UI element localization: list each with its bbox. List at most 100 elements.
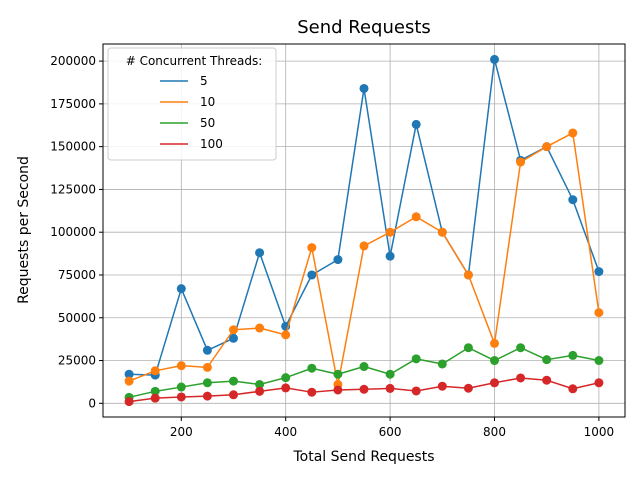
data-point	[359, 83, 369, 93]
data-point	[150, 393, 160, 403]
data-point	[229, 333, 238, 343]
data-point	[411, 212, 421, 222]
data-point	[202, 362, 212, 372]
data-point	[385, 383, 395, 393]
x-tick-label: 800	[483, 425, 506, 439]
data-point	[307, 387, 317, 397]
data-point	[255, 248, 265, 258]
y-tick-label: 25000	[58, 354, 96, 368]
data-point	[150, 366, 160, 376]
data-point	[490, 338, 499, 348]
series-50	[124, 343, 604, 402]
data-point	[307, 270, 317, 280]
data-point	[594, 356, 604, 366]
data-point	[594, 308, 604, 318]
data-point	[542, 355, 552, 365]
data-point	[333, 369, 343, 379]
data-point	[463, 270, 473, 280]
data-point	[202, 345, 212, 355]
data-point	[490, 378, 499, 388]
x-tick-label: 200	[170, 425, 193, 439]
data-point	[202, 378, 212, 388]
data-point	[359, 362, 369, 372]
legend-label-10: 10	[200, 95, 215, 109]
y-axis-label: Requests per Second	[16, 156, 32, 304]
data-point	[202, 391, 212, 401]
x-axis-label: Total Send Requests	[292, 449, 434, 465]
data-point	[124, 369, 134, 379]
y-tick-label: 100000	[50, 225, 96, 239]
data-point	[385, 251, 395, 261]
data-point	[229, 325, 238, 335]
data-point	[255, 386, 265, 396]
data-point	[463, 343, 473, 353]
y-tick-label: 75000	[58, 268, 96, 282]
data-point	[255, 379, 265, 389]
x-tick-label: 600	[379, 425, 402, 439]
data-point	[568, 128, 578, 138]
data-point	[281, 383, 291, 393]
legend-title: # Concurrent Threads:	[126, 54, 263, 68]
data-point	[385, 227, 395, 237]
y-tick-label: 175000	[50, 97, 96, 111]
data-point	[176, 382, 186, 392]
data-point	[516, 343, 526, 353]
data-point	[568, 384, 578, 394]
x-tick-label: 1000	[584, 425, 615, 439]
data-point	[359, 384, 369, 394]
data-point	[124, 376, 134, 386]
data-point	[255, 323, 265, 333]
x-tick-label: 400	[274, 425, 297, 439]
series-100	[124, 373, 604, 407]
data-point	[359, 241, 369, 251]
data-point	[437, 359, 447, 369]
data-point	[229, 376, 238, 386]
data-point	[411, 386, 421, 396]
data-point	[516, 157, 526, 167]
data-point	[490, 356, 499, 366]
data-point	[176, 392, 186, 402]
legend-label-50: 50	[200, 116, 215, 130]
legend-label-5: 5	[200, 74, 208, 88]
data-point	[437, 381, 447, 391]
data-point	[411, 119, 421, 129]
data-point	[281, 330, 291, 340]
data-point	[516, 373, 526, 383]
series-10	[124, 128, 604, 389]
y-tick-label: 150000	[50, 140, 96, 154]
plot-frame	[102, 43, 626, 418]
legend: # Concurrent Threads: 5 10 50 100	[107, 47, 277, 161]
data-point	[176, 361, 186, 371]
legend-label-100: 100	[200, 137, 223, 151]
data-point	[594, 267, 604, 277]
data-point	[150, 386, 160, 396]
data-point	[385, 369, 395, 379]
data-point	[281, 373, 291, 383]
data-point	[437, 227, 447, 237]
data-point	[568, 350, 578, 360]
data-point	[333, 255, 343, 265]
chart-title: Send Requests	[297, 17, 431, 38]
data-point	[411, 354, 421, 364]
data-point	[463, 383, 473, 393]
data-point	[594, 378, 604, 388]
y-tick-label: 50000	[58, 311, 96, 325]
y-tick-label: 125000	[50, 182, 96, 196]
y-tick-label: 0	[88, 396, 96, 410]
data-point	[568, 195, 578, 205]
data-point	[229, 390, 238, 400]
data-point	[333, 385, 343, 395]
data-point	[490, 54, 499, 64]
y-tick-label: 200000	[50, 54, 96, 68]
data-point	[307, 243, 317, 253]
series-group	[124, 54, 604, 407]
data-point	[124, 397, 134, 407]
data-point	[176, 284, 186, 294]
data-point	[307, 363, 317, 373]
data-point	[542, 142, 552, 152]
legend-box	[107, 47, 277, 161]
ticks: 200 400 600 800 1000 0 25000 50000 75000 100000 12…	[50, 54, 614, 439]
series-line-10	[128, 132, 600, 386]
